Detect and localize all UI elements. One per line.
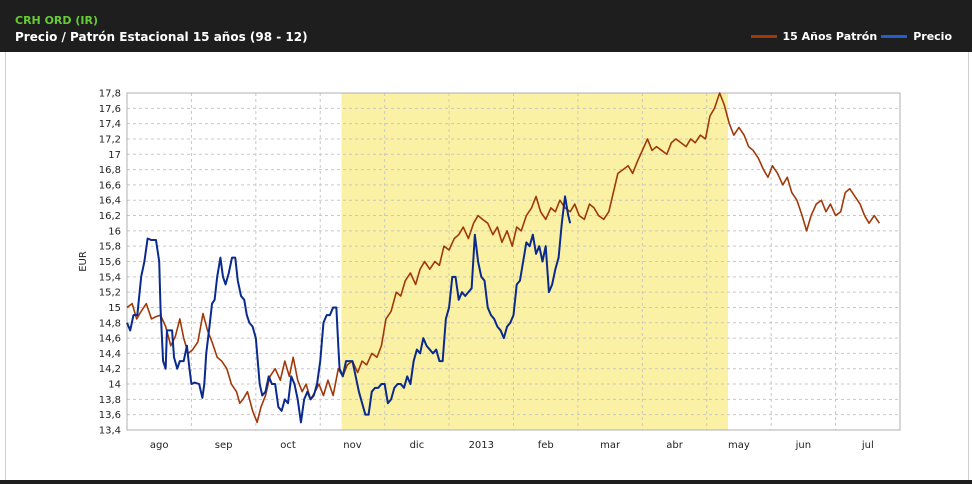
chart-header: CRH ORD (IR) Precio / Patrón Estacional … — [0, 0, 972, 52]
y-tick-label: 16,2 — [99, 211, 121, 222]
y-tick-label: 17,8 — [99, 89, 121, 100]
y-tick-label: 16,6 — [99, 180, 121, 191]
x-tick-label: 2013 — [469, 440, 494, 451]
y-tick-label: 14 — [108, 380, 121, 391]
bottom-bar — [0, 480, 972, 484]
y-tick-label: 14,4 — [99, 349, 121, 360]
x-tick-label: may — [728, 440, 750, 451]
y-tick-label: 16 — [108, 226, 121, 237]
y-tick-label: 14,6 — [99, 334, 121, 345]
chart-legend: 15 Años Patrón Precio — [747, 30, 952, 43]
legend-label-precio: Precio — [913, 30, 952, 43]
series-line-precio — [126, 195, 572, 424]
chart-panel: 13,4 13,6 13,8 14 14,2 14,4 14,6 14,8 15 15,2 15,4… — [5, 52, 969, 482]
y-tick-label: 14,2 — [99, 364, 121, 375]
ticker-label: CRH ORD (IR) — [15, 14, 98, 27]
x-tick-label: jun — [795, 440, 811, 451]
y-tick-label: 17,4 — [99, 119, 121, 130]
plot-border — [126, 92, 901, 431]
legend-item-precio[interactable]: Precio — [881, 30, 952, 43]
y-tick-label: 16,4 — [99, 196, 121, 207]
legend-swatch-precio — [881, 35, 908, 38]
y-tick-label: 13,8 — [99, 395, 121, 406]
x-tick-label: nov — [343, 440, 361, 451]
y-tick-label: 15,4 — [99, 272, 121, 283]
legend-label-patron: 15 Años Patrón — [782, 30, 878, 43]
x-tick-label: sep — [215, 440, 233, 451]
x-tick-label: oct — [280, 440, 296, 451]
y-tick-label: 16,8 — [99, 165, 121, 176]
y-tick-label: 15,2 — [99, 288, 121, 299]
x-tick-label: mar — [600, 440, 621, 451]
x-tick-label: ago — [150, 440, 169, 451]
y-tick-label: 17 — [108, 150, 121, 161]
series-line-patron — [126, 92, 881, 424]
y-tick-label: 15 — [108, 303, 121, 314]
x-tick-label: feb — [538, 440, 554, 451]
y-tick-label: 13,6 — [99, 410, 121, 421]
y-axis-label: EUR — [78, 251, 89, 272]
y-tick-label: 17,2 — [99, 134, 121, 145]
y-tick-label: 14,8 — [99, 318, 121, 329]
y-tick-label: 17,6 — [99, 104, 121, 115]
chart-subtitle: Precio / Patrón Estacional 15 años (98 -… — [15, 30, 308, 44]
x-tick-label: abr — [666, 440, 683, 451]
legend-swatch-patron — [750, 35, 777, 38]
legend-item-patron[interactable]: 15 Años Patrón — [750, 30, 878, 43]
x-tick-label: jul — [861, 440, 874, 451]
seasonal-line-chart: 13,4 13,6 13,8 14 14,2 14,4 14,6 14,8 15 15,2 15,4… — [78, 89, 901, 451]
x-tick-label: dic — [410, 440, 425, 451]
y-tick-label: 13,4 — [99, 426, 121, 437]
y-tick-label: 15,6 — [99, 257, 121, 268]
y-tick-label: 15,8 — [99, 242, 121, 253]
